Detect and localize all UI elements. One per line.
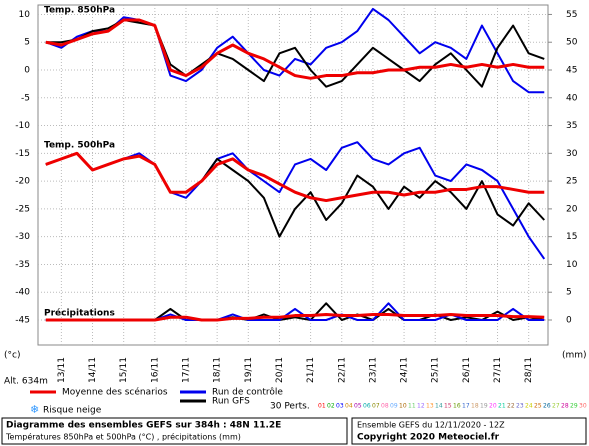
member-label: 13 <box>426 403 434 410</box>
x-tick-label: 28/11 <box>524 357 534 383</box>
member-label: 10 <box>399 403 407 410</box>
y2-tick-label: 0 <box>566 316 572 326</box>
member-label: 08 <box>381 403 389 410</box>
y2-tick-label: 55 <box>566 10 577 20</box>
legend-label: Run GFS <box>212 397 250 407</box>
member-label: 22 <box>507 403 515 410</box>
member-label: 16 <box>453 403 461 410</box>
y2-tick-label: 30 <box>566 149 578 159</box>
panel-title: Temp. 500hPa <box>44 141 115 151</box>
legend-label: Moyenne des scénarios <box>62 387 168 398</box>
footer-copyright: Copyright 2020 Meteociel.fr <box>357 433 500 443</box>
x-tick-label: 27/11 <box>493 357 503 383</box>
x-tick-label: 14/11 <box>88 357 98 383</box>
y-tick-label: -5 <box>21 93 30 103</box>
member-label: 06 <box>363 403 371 410</box>
y2-tick-label: 5 <box>566 288 572 298</box>
x-tick-label: 17/11 <box>181 357 191 383</box>
snow-label: Risque neige <box>43 406 102 416</box>
y2-tick-label: 20 <box>566 204 578 214</box>
series-line <box>45 312 545 322</box>
x-tick-label: 23/11 <box>368 357 378 383</box>
member-label: 23 <box>516 403 524 410</box>
footer-run: Ensemble GEFS du 12/11/2020 - 12Z <box>357 421 505 430</box>
y2-tick-label: 40 <box>566 93 578 103</box>
x-tick-label: 20/11 <box>275 357 285 383</box>
member-label: 11 <box>408 403 416 410</box>
y-tick-label: -35 <box>15 260 30 270</box>
member-label: 19 <box>480 403 488 410</box>
altitude: Alt. 634m <box>4 377 48 387</box>
member-label: 28 <box>561 403 569 410</box>
member-label: 30 <box>579 403 587 410</box>
series-line <box>45 7 545 94</box>
member-label: 01 <box>318 403 326 410</box>
member-label: 21 <box>498 403 506 410</box>
footer-title: Diagramme des ensembles GEFS sur 384h : … <box>6 421 281 431</box>
series-line <box>45 151 545 203</box>
member-label: 24 <box>525 403 533 410</box>
member-label: 26 <box>543 403 551 410</box>
y-tick-label: -20 <box>15 177 30 187</box>
member-label: 27 <box>552 403 560 410</box>
legend-label: Run de contrôle <box>212 387 283 398</box>
y2-tick-label: 15 <box>566 232 577 242</box>
x-tick-label: 24/11 <box>400 357 410 383</box>
y-tick-label: -30 <box>15 232 30 242</box>
member-label: 20 <box>489 403 497 410</box>
x-tick-label: 21/11 <box>306 357 316 383</box>
member-label: 17 <box>462 403 470 410</box>
y-tick-label: -40 <box>15 288 30 298</box>
member-label: 14 <box>435 403 443 410</box>
y-tick-label: -15 <box>15 149 30 159</box>
member-label: 07 <box>372 403 380 410</box>
y2-tick-label: 50 <box>566 38 578 48</box>
panel-title: Précipitations <box>44 308 115 319</box>
member-label: 02 <box>327 403 335 410</box>
series-line <box>45 302 545 321</box>
y-tick-label: -45 <box>15 316 30 326</box>
x-tick-label: 15/11 <box>119 357 129 383</box>
perts-label: 30 Perts. <box>270 402 310 412</box>
member-label: 04 <box>345 403 353 410</box>
x-tick-label: 22/11 <box>337 357 347 383</box>
x-tick-label: 25/11 <box>431 357 441 383</box>
y2-tick-label: 25 <box>566 177 577 187</box>
series-line <box>45 18 545 80</box>
panel-title: Temp. 850hPa <box>44 6 115 16</box>
y2-tick-label: 35 <box>566 121 577 131</box>
y-tick-label: 10 <box>19 10 31 20</box>
y2-tick-label: 45 <box>566 66 577 76</box>
y-unit: (°c) <box>4 351 20 361</box>
y-tick-label: -10 <box>15 121 30 131</box>
x-tick-label: 13/11 <box>57 357 67 383</box>
footer-box <box>1 417 348 445</box>
x-tick-label: 19/11 <box>244 357 254 383</box>
x-tick-label: 26/11 <box>462 357 472 383</box>
member-label: 09 <box>390 403 398 410</box>
plot-frame <box>37 4 549 346</box>
footer-subtitle: Températures 850hPa et 500hPa (°C) , pré… <box>5 432 241 442</box>
x-tick-label: 16/11 <box>150 357 160 383</box>
member-label: 05 <box>354 403 362 410</box>
member-label: 29 <box>570 403 578 410</box>
member-label: 03 <box>336 403 344 410</box>
y-tick-label: 0 <box>24 66 30 76</box>
member-label: 12 <box>417 403 425 410</box>
x-tick-label: 18/11 <box>213 357 223 383</box>
y2-tick-label: 10 <box>566 260 578 270</box>
y2-unit: (mm) <box>562 351 587 361</box>
y-tick-label: 5 <box>24 38 30 48</box>
member-label: 25 <box>534 403 542 410</box>
y-tick-label: -25 <box>15 204 30 214</box>
footer-box <box>351 417 587 445</box>
member-label: 15 <box>444 403 452 410</box>
member-label: 18 <box>471 403 479 410</box>
snow-icon: ❄ <box>30 403 39 416</box>
